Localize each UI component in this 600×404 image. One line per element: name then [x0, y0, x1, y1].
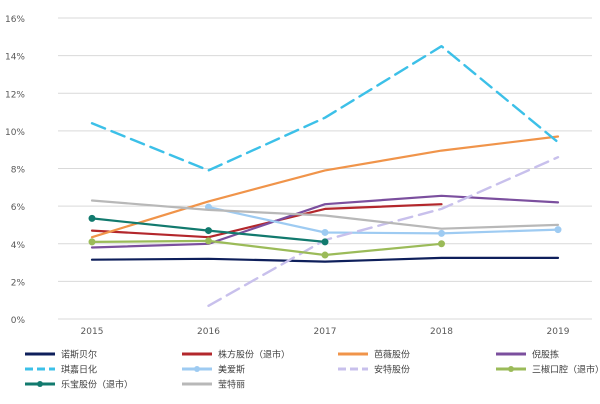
legend-item: 乐宝股份（退市） — [25, 379, 133, 391]
legend-item: 莹特丽 — [182, 379, 245, 391]
legend-label: 三椒口腔（退市） — [532, 364, 600, 376]
legend-marker — [37, 381, 43, 387]
series-0 — [90, 256, 560, 263]
legend-marker — [508, 366, 514, 372]
series-7 — [88, 237, 445, 259]
series-3 — [90, 194, 560, 249]
y-tick-label: 6% — [11, 203, 26, 213]
legend-item: 琪嘉日化 — [25, 364, 97, 376]
legend-item: 美爱斯 — [182, 364, 245, 376]
series-lines — [88, 45, 562, 307]
legend-item: 安特股份 — [338, 364, 410, 376]
series-line — [90, 135, 560, 239]
series-5 — [205, 203, 562, 237]
legend-item: 三椒口腔（退市） — [496, 364, 600, 376]
series-8 — [88, 214, 329, 246]
series-line — [90, 239, 443, 257]
x-tick-label: 2015 — [81, 327, 104, 337]
legend-label: 诺斯贝尔 — [61, 349, 97, 361]
legend-label: 乐宝股份（退市） — [61, 379, 133, 391]
data-point — [205, 227, 212, 235]
legend-label: 芭薇股份 — [374, 349, 410, 361]
y-tick-label: 8% — [11, 166, 26, 176]
x-tick-label: 2017 — [314, 327, 337, 337]
legend-item: 诺斯贝尔 — [25, 349, 97, 361]
x-tick-label: 2018 — [430, 327, 453, 337]
series-line — [90, 194, 560, 249]
legend-label: 琪嘉日化 — [61, 364, 97, 376]
data-point — [438, 229, 445, 237]
series-line — [90, 199, 560, 230]
gridlines — [58, 17, 592, 320]
series-line — [207, 206, 560, 235]
data-point — [205, 237, 212, 245]
series-4 — [90, 45, 560, 172]
x-tick-label: 2019 — [547, 327, 570, 337]
legend-label: 株方股份（退市） — [218, 349, 290, 361]
data-point — [88, 214, 96, 222]
series-line — [90, 256, 560, 263]
y-tick-label: 2% — [11, 278, 26, 288]
y-tick-label: 10% — [5, 128, 25, 138]
series-line — [207, 156, 560, 307]
series-9 — [90, 199, 560, 230]
legend-label: 安特股份 — [374, 364, 410, 376]
legend-item: 芭薇股份 — [338, 349, 410, 361]
y-tick-label: 0% — [11, 316, 26, 326]
y-tick-label: 16% — [5, 15, 25, 25]
data-point — [554, 226, 562, 234]
legend-item: 倪股拣 — [496, 349, 559, 361]
x-tick-label: 2016 — [197, 327, 220, 337]
y-tick-label: 4% — [11, 241, 26, 251]
legend-label: 美爱斯 — [218, 364, 245, 376]
data-point — [321, 238, 329, 246]
data-point — [438, 240, 445, 248]
data-point — [321, 251, 329, 259]
y-tick-label: 12% — [5, 90, 25, 100]
series-2 — [90, 135, 560, 239]
legend-label: 倪股拣 — [532, 349, 559, 361]
series-line — [90, 45, 560, 172]
data-point — [88, 238, 96, 246]
x-axis-tick-labels: 2015 2016 2017 2018 2019 — [81, 327, 570, 337]
legend-item: 株方股份（退市） — [182, 349, 290, 361]
series-6 — [207, 156, 560, 307]
y-axis-tick-labels: 0% 2% 4% 6% 8% 10% 12% 14% 16% — [5, 15, 25, 326]
legend-marker — [194, 366, 200, 372]
y-tick-label: 14% — [5, 53, 25, 63]
legend-label: 莹特丽 — [218, 379, 245, 391]
data-point — [321, 228, 329, 236]
